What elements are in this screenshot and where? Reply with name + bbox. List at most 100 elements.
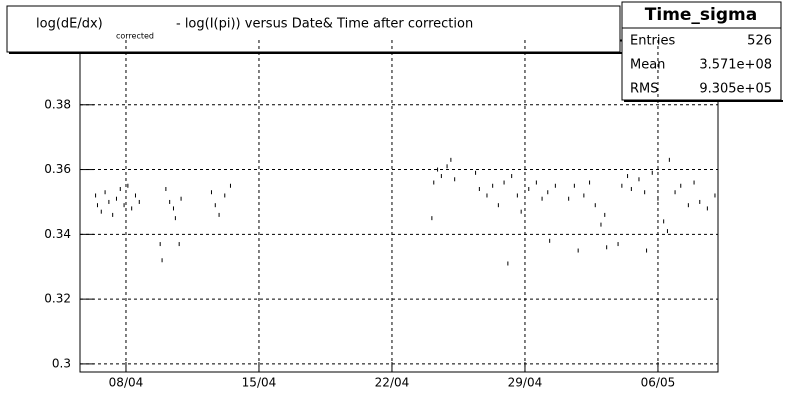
stats-name: Time_sigma: [645, 5, 757, 25]
point: [554, 183, 556, 188]
point: [440, 174, 442, 179]
point: [446, 164, 448, 169]
point: [169, 199, 171, 204]
point: [180, 196, 182, 201]
point: [497, 203, 499, 208]
point: [174, 216, 176, 221]
stats-shadow: [624, 100, 783, 102]
point: [108, 199, 110, 204]
point: [159, 242, 161, 247]
point: [214, 203, 216, 208]
point: [657, 196, 659, 201]
point: [617, 242, 619, 247]
point: [172, 206, 174, 211]
y-tick-label: 0.3: [52, 356, 71, 370]
stats-label: RMS: [630, 82, 659, 97]
point: [478, 186, 480, 191]
point: [450, 157, 452, 162]
point: [687, 203, 689, 208]
title-rest: - log(I(pi)) versus Date& Time after cor…: [176, 17, 473, 32]
stats-label: Entries: [630, 34, 676, 49]
point: [568, 196, 570, 201]
point: [503, 180, 505, 185]
point: [224, 193, 226, 198]
y-tick-label: 0.38: [44, 97, 71, 111]
title-subscript: corrected: [116, 32, 154, 41]
point: [178, 242, 180, 247]
point: [516, 193, 518, 198]
point: [475, 170, 477, 175]
point: [589, 180, 591, 185]
point: [600, 222, 602, 227]
point: [210, 190, 212, 195]
point: [663, 219, 665, 224]
point: [547, 190, 549, 195]
point: [535, 180, 537, 185]
point: [680, 183, 682, 188]
point: [520, 209, 522, 214]
point: [100, 209, 102, 214]
point: [433, 180, 435, 185]
point: [95, 193, 97, 198]
stats-value: 526: [747, 34, 772, 49]
point: [577, 248, 579, 253]
point: [668, 157, 670, 162]
title-box: [6, 5, 621, 53]
x-tick-label: 15/04: [242, 376, 277, 390]
y-tick-label: 0.36: [44, 162, 71, 176]
point: [693, 180, 695, 185]
point: [138, 199, 140, 204]
stats-box: [621, 1, 782, 101]
point: [134, 193, 136, 198]
point: [528, 186, 530, 191]
point: [638, 177, 640, 182]
point: [115, 196, 117, 201]
point: [104, 190, 106, 195]
point: [507, 261, 509, 266]
point: [573, 183, 575, 188]
x-tick-label: 06/05: [641, 376, 676, 390]
point: [666, 229, 668, 234]
point: [583, 193, 585, 198]
point: [541, 196, 543, 201]
point: [96, 203, 98, 208]
point: [511, 174, 513, 179]
y-tick-label: 0.32: [44, 292, 71, 306]
point: [486, 193, 488, 198]
point: [492, 183, 494, 188]
stats-value: 3.571e+08: [699, 58, 772, 73]
x-tick-label: 08/04: [109, 376, 144, 390]
point: [119, 186, 121, 191]
y-tick-label: 0.34: [44, 227, 71, 241]
point: [112, 212, 114, 217]
point: [165, 186, 167, 191]
point: [706, 206, 708, 211]
point: [131, 206, 133, 211]
point: [604, 212, 606, 217]
point: [606, 245, 608, 250]
stats-value: 9.305e+05: [699, 82, 772, 97]
point: [127, 183, 129, 188]
point: [621, 183, 623, 188]
point: [218, 212, 220, 217]
point: [630, 186, 632, 191]
point: [437, 167, 439, 172]
point: [646, 248, 648, 253]
point: [699, 199, 701, 204]
point: [454, 177, 456, 182]
stats-label: Mean: [630, 58, 665, 73]
point: [123, 203, 125, 208]
point: [651, 170, 653, 175]
chart-title: log(dE/dx): [36, 17, 103, 32]
point: [714, 193, 716, 198]
point: [431, 216, 433, 221]
x-tick-label: 22/04: [375, 376, 410, 390]
point: [594, 203, 596, 208]
x-tick-label: 29/04: [508, 376, 543, 390]
point: [674, 190, 676, 195]
point: [644, 190, 646, 195]
point: [161, 258, 163, 263]
point: [229, 183, 231, 188]
point: [627, 174, 629, 179]
